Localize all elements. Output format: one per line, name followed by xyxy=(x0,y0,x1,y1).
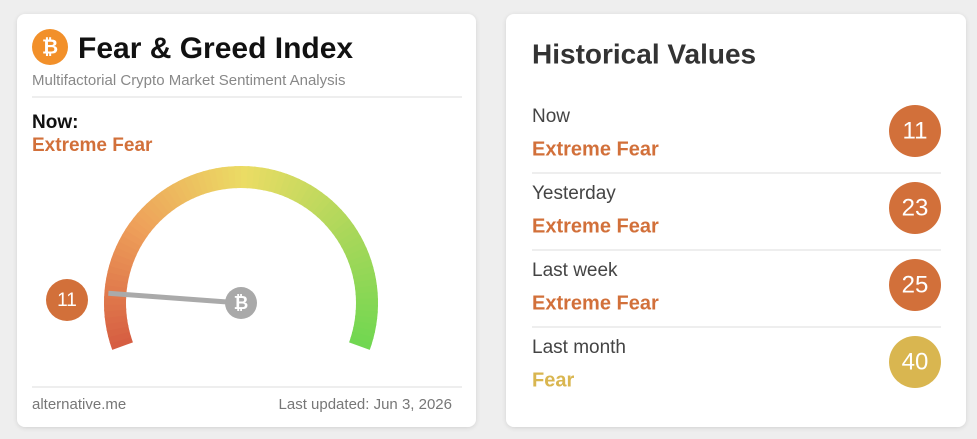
last-updated: Last updated: Jun 3, 2026 xyxy=(279,396,452,413)
now-classification: Extreme Fear xyxy=(32,135,153,156)
value: 11 xyxy=(903,117,928,144)
value: 25 xyxy=(902,271,929,298)
value-badge xyxy=(889,336,941,388)
value-label: 11 xyxy=(57,290,77,311)
period: Now xyxy=(532,106,570,127)
period: Last week xyxy=(532,260,618,281)
period: Last month xyxy=(532,337,626,358)
hub-symbol: ₿ xyxy=(234,293,249,313)
value: 40 xyxy=(902,348,929,375)
history-list: Now Extreme Fear 11 Yesterday Extreme Fear 23… xyxy=(532,105,941,391)
value: 23 xyxy=(902,194,929,221)
history-title: Historical Values xyxy=(532,38,756,69)
needle-hub xyxy=(225,287,257,319)
value-badge xyxy=(889,182,941,234)
gauge-segment xyxy=(349,337,372,350)
bitcoin-symbol: ₿ xyxy=(42,36,58,58)
value-bubble xyxy=(46,279,88,321)
history-card xyxy=(506,14,966,427)
title: Fear & Greed Index xyxy=(78,32,353,65)
classification: Fear xyxy=(532,369,574,391)
needle xyxy=(108,290,242,306)
classification: Extreme Fear xyxy=(532,292,659,314)
classification: Extreme Fear xyxy=(532,138,659,160)
value-badge xyxy=(889,105,941,157)
subtitle: Multifactorial Crypto Market Sentiment A… xyxy=(32,72,345,89)
value-badge xyxy=(889,259,941,311)
classification: Extreme Fear xyxy=(532,215,659,237)
period: Yesterday xyxy=(532,183,616,204)
bitcoin-icon xyxy=(32,29,68,65)
now-label: Now: xyxy=(32,112,78,133)
gauge: ₿ 11 xyxy=(46,166,378,350)
source: alternative.me xyxy=(32,396,126,413)
